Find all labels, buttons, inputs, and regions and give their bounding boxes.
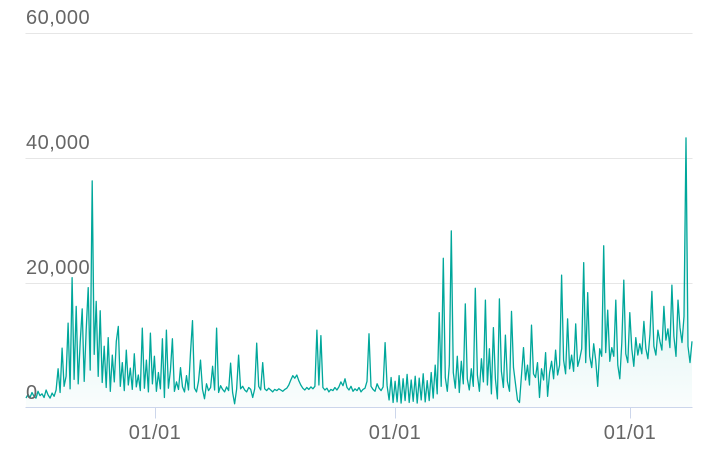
x-axis-ticks xyxy=(155,407,631,419)
x-axis-label-third: 01/01 xyxy=(603,422,657,444)
series-line xyxy=(25,137,693,405)
y-axis-label-60000: 60,000 xyxy=(26,7,91,29)
y-axis-label-20000: 20,000 xyxy=(26,257,91,279)
y-gridlines xyxy=(25,33,693,284)
x-axis-label-first: 01/01 xyxy=(128,422,182,444)
y-axis-label-40000: 40,000 xyxy=(26,132,91,154)
x-axis-label-second: 01/01 xyxy=(368,422,422,444)
y-axis-label-0: 0 xyxy=(26,382,38,404)
